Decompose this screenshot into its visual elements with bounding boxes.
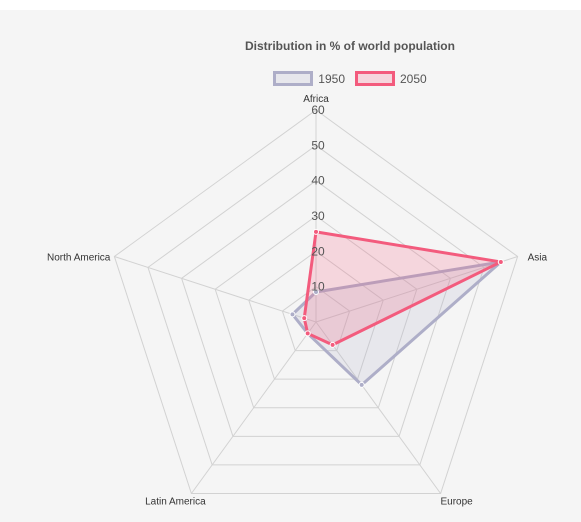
data-point-2050[interactable] [301, 315, 308, 322]
axis-label-latin-america: Latin America [145, 497, 206, 508]
data-point-2050[interactable] [497, 258, 504, 265]
axis-label-asia: Asia [528, 252, 548, 263]
data-point-1950[interactable] [313, 288, 319, 295]
legend: 1950 2050 [0, 71, 581, 86]
tick-label: 60 [311, 103, 325, 117]
tick-label: 50 [311, 138, 325, 152]
legend-item-2050[interactable]: 2050 [355, 71, 427, 86]
grid-ring [113, 109, 519, 495]
axis-label-europe: Europe [440, 497, 473, 508]
tick-label: 40 [311, 174, 325, 188]
grid-spoke [315, 256, 518, 323]
grid-ring [147, 144, 485, 466]
data-point-2050[interactable] [304, 330, 311, 337]
series-area-2050 [302, 230, 503, 347]
grid-ring [248, 250, 384, 380]
series-area-1950 [290, 260, 503, 387]
chart-title: Distribution in % of world population [245, 39, 455, 53]
grid-ring [281, 286, 351, 352]
legend-label-1950: 1950 [318, 71, 345, 86]
data-point-1950[interactable] [358, 381, 365, 388]
axis-label-africa: Africa [303, 94, 329, 105]
tick-label: 30 [311, 209, 325, 223]
grid-ring [180, 180, 452, 437]
legend-item-1950[interactable]: 1950 [273, 71, 345, 86]
legend-label-2050: 2050 [400, 71, 427, 86]
legend-swatch-2050 [355, 71, 395, 86]
axis-label-north-america: North America [47, 252, 111, 263]
grid-spoke [114, 256, 317, 323]
data-point-2050[interactable] [329, 341, 336, 348]
legend-swatch-1950 [273, 71, 314, 86]
data-point-1950[interactable] [289, 311, 296, 318]
tick-label: 10 [311, 280, 325, 294]
tick-label: 20 [311, 244, 325, 258]
grid-spoke [190, 321, 317, 494]
data-point-2050[interactable] [313, 228, 319, 235]
grid-spoke [315, 321, 442, 494]
